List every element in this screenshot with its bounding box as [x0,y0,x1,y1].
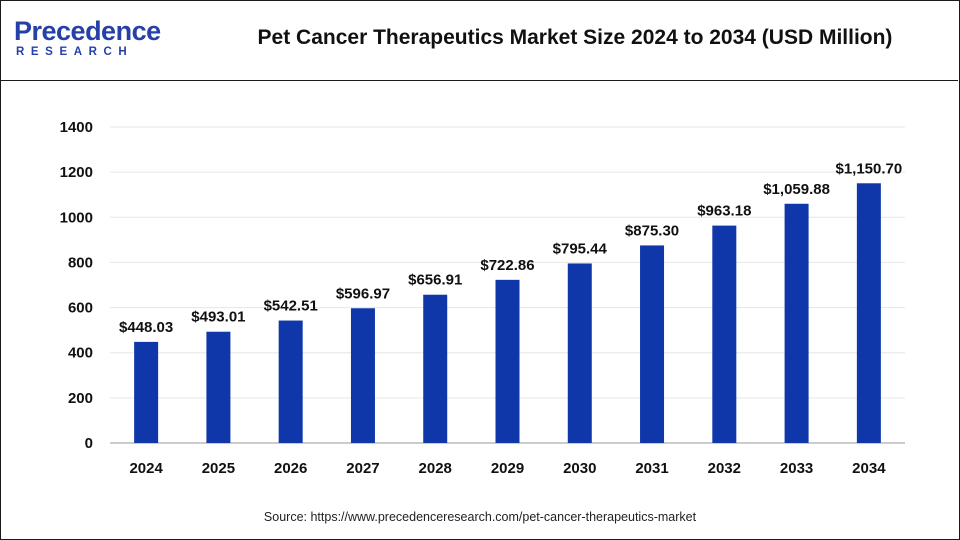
data-label: $596.97 [336,285,390,302]
data-label: $963.18 [697,203,751,220]
y-tick-label: 800 [68,254,93,271]
bar [350,308,375,443]
x-tick-label: 2026 [274,460,307,477]
x-tick-label: 2028 [419,460,452,477]
source-note: Source: https://www.precedenceresearch.c… [263,510,697,524]
bar [712,225,737,443]
bar [640,245,665,443]
x-tick-label: 2032 [708,460,741,477]
bar [206,331,231,443]
data-label: $1,150.70 [835,160,902,177]
data-label: $493.01 [191,309,245,326]
y-tick-label: 1000 [60,209,93,226]
y-tick-label: 200 [68,390,93,407]
data-label: $656.91 [408,272,462,289]
y-tick-label: 600 [68,300,93,317]
data-label: $722.86 [480,257,534,274]
y-tick-label: 0 [85,435,93,452]
x-tick-label: 2030 [563,460,596,477]
logo-wordmark: Precedence [14,16,161,46]
bar [134,341,159,443]
bar [567,263,592,443]
chart-title: Pet Cancer Therapeutics Market Size 2024… [257,26,893,49]
logo-subtitle: RESEARCH [16,46,134,58]
data-label: $1,059.88 [763,181,830,198]
x-tick-label: 2024 [129,460,163,477]
bar [495,279,520,443]
y-tick-label: 1200 [60,164,93,181]
data-label: $448.03 [119,319,173,336]
x-tick-label: 2031 [635,460,668,477]
data-label: $875.30 [625,222,679,239]
bar [856,183,881,443]
bar [784,203,809,443]
x-tick-label: 2029 [491,460,524,477]
header: Precedence RESEARCH Pet Cancer Therapeut… [0,0,958,81]
bar [423,294,448,443]
x-tick-label: 2033 [780,460,813,477]
x-tick-label: 2025 [202,460,235,477]
data-label: $542.51 [264,298,318,315]
y-tick-label: 400 [68,345,93,362]
y-tick-label: 1400 [60,119,93,136]
x-tick-label: 2027 [346,460,379,477]
bar [278,320,303,443]
precedence-research-logo: Precedence RESEARCH [14,14,164,66]
data-label: $795.44 [553,240,608,257]
x-tick-label: 2034 [852,460,886,477]
